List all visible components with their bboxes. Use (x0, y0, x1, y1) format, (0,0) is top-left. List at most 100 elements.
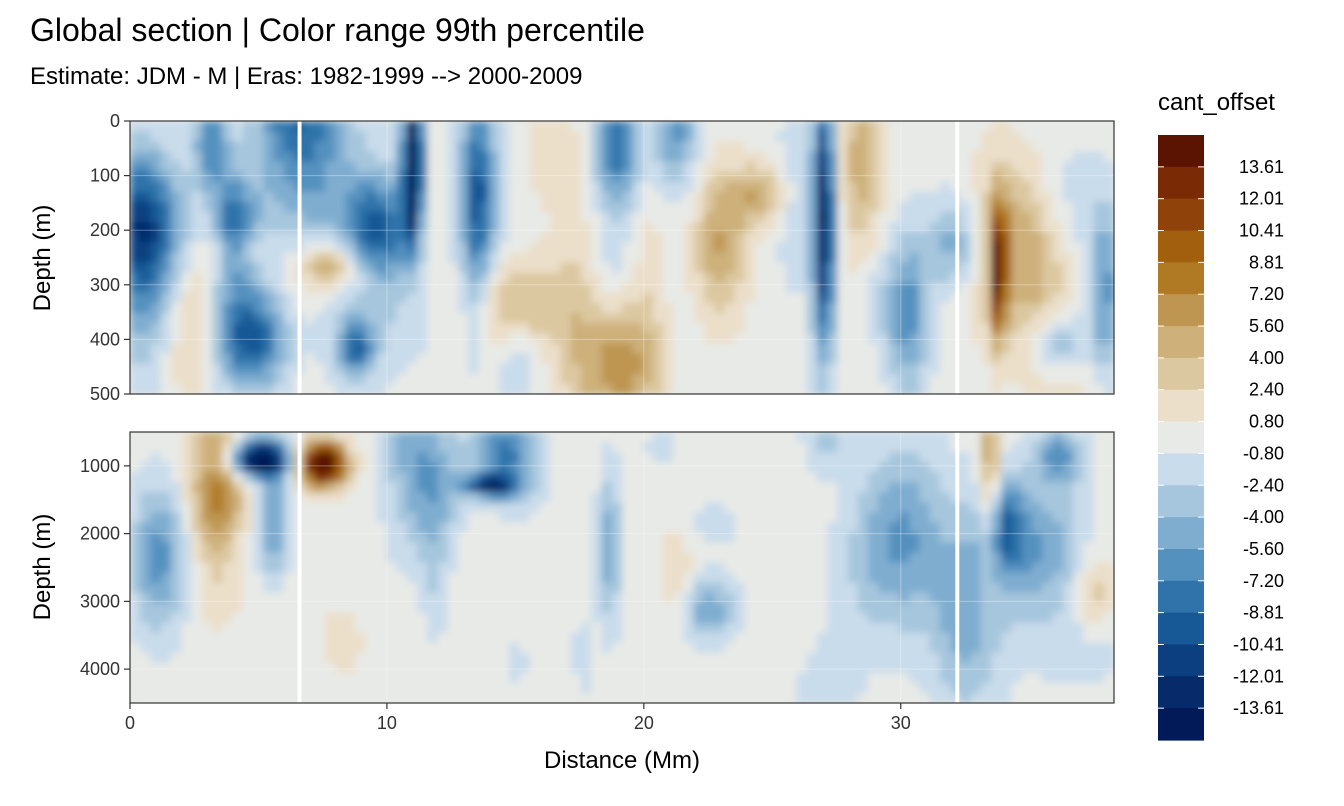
field-cell (724, 512, 736, 524)
field-cell (909, 492, 921, 504)
field-cell (212, 632, 224, 644)
field-cell (786, 313, 798, 325)
field-cell (1062, 181, 1074, 193)
field-cell (991, 212, 1003, 223)
field-cell (488, 343, 500, 355)
field-cell (171, 121, 183, 132)
field-cell (868, 151, 880, 163)
field-cell (447, 562, 459, 574)
field-cell (878, 532, 890, 544)
field-cell (786, 462, 798, 473)
field-cell (929, 432, 941, 443)
field-cell (663, 171, 675, 183)
field-cell (232, 672, 244, 684)
field-cell (458, 212, 470, 223)
field-cell (939, 452, 951, 463)
field-cell (888, 592, 900, 604)
field-cell (468, 282, 480, 294)
field-cell (222, 353, 234, 365)
field-cell (919, 672, 931, 684)
field-cell (273, 442, 285, 453)
field-cell (171, 442, 183, 453)
field-cell (980, 181, 992, 193)
field-cell (714, 191, 726, 203)
field-cell (201, 522, 213, 534)
field-cell (437, 323, 449, 335)
field-cell (816, 482, 828, 494)
field-cell (335, 652, 347, 664)
field-cell (130, 482, 142, 494)
field-cell (304, 282, 316, 294)
field-cell (591, 452, 603, 463)
field-cell (427, 343, 439, 355)
field-cell (745, 642, 757, 654)
field-cell (663, 482, 675, 494)
field-cell (458, 442, 470, 453)
field-cell (253, 333, 265, 345)
field-cell (714, 572, 726, 584)
field-cell (642, 642, 654, 654)
field-cell (519, 333, 531, 345)
field-cell (273, 272, 285, 284)
field-cell (806, 343, 818, 355)
field-cell (909, 542, 921, 554)
field-cell (529, 672, 541, 684)
field-cell (980, 343, 992, 355)
field-cell (755, 323, 767, 335)
field-cell (775, 542, 787, 554)
field-cell (396, 303, 408, 314)
field-cell (355, 363, 367, 375)
field-cell (693, 353, 705, 365)
field-cell (1103, 242, 1114, 254)
field-cell (324, 292, 336, 304)
field-cell (396, 522, 408, 534)
field-cell (663, 232, 675, 244)
field-cell (201, 333, 213, 345)
field-cell (130, 652, 142, 664)
field-cell (970, 313, 982, 325)
field-cell (796, 232, 808, 244)
field-cell (622, 333, 634, 345)
field-cell (765, 262, 777, 274)
field-cell (611, 151, 623, 163)
field-cell (786, 373, 798, 385)
field-cell (365, 652, 377, 664)
field-cell (837, 632, 849, 644)
field-cell (755, 632, 767, 644)
field-cell (201, 232, 213, 244)
field-cell (857, 282, 869, 294)
field-cell (714, 622, 726, 634)
field-cell (898, 682, 910, 694)
field-cell (253, 201, 265, 213)
field-cell (283, 272, 295, 284)
field-cell (560, 373, 572, 385)
field-cell (806, 662, 818, 674)
field-cell (232, 323, 244, 335)
field-cell (540, 572, 552, 584)
field-cell (591, 622, 603, 634)
field-cell (1001, 252, 1013, 264)
field-cell (622, 161, 634, 173)
field-cell (673, 373, 685, 385)
field-cell (745, 262, 757, 274)
field-cell (929, 303, 941, 314)
field-cell (847, 512, 859, 524)
field-cell (622, 363, 634, 375)
field-cell (939, 602, 951, 614)
field-cell (919, 692, 931, 703)
field-cell (693, 522, 705, 534)
field-cell (980, 582, 992, 594)
field-cell (816, 632, 828, 644)
field-cell (406, 502, 418, 514)
field-cell (1042, 313, 1054, 325)
field-cell (1001, 363, 1013, 375)
field-cell (663, 642, 675, 654)
field-cell (601, 532, 613, 544)
field-cell (499, 141, 511, 153)
field-cell (437, 161, 449, 173)
field-cell (253, 252, 265, 264)
field-cell (786, 502, 798, 514)
field-cell (642, 612, 654, 624)
field-cell (765, 692, 777, 703)
field-cell (1093, 171, 1105, 183)
